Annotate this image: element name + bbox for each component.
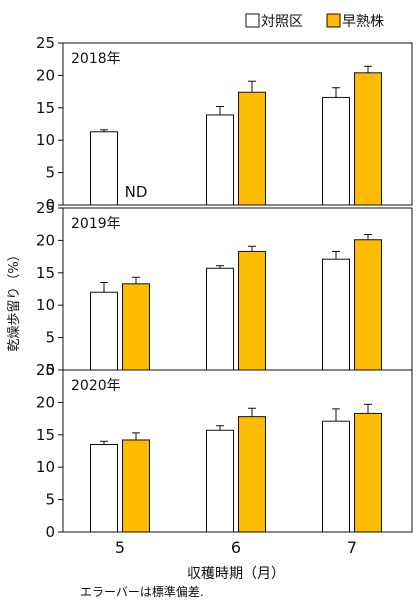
y-tick-label: 5	[45, 491, 55, 509]
legend-swatch	[326, 13, 341, 28]
panel: 0 5 10 15 20 25 2018年 ND	[36, 34, 413, 214]
bar	[122, 283, 150, 371]
bar	[354, 412, 382, 533]
panel: 0 5 10 15 20 25 2020年	[36, 361, 413, 541]
y-tick-label: 25	[36, 199, 55, 217]
y-tick-label: 15	[36, 99, 55, 117]
legend: 対照区 早熟株	[245, 13, 384, 30]
y-tick-label: 20	[36, 66, 55, 84]
y-tick-label: 10	[36, 296, 55, 314]
y-tick-label: 0	[45, 523, 55, 541]
bar	[322, 258, 350, 371]
y-tick-label: 25	[36, 361, 55, 379]
panels: 0 5 10 15 20 25 2018年 ND 0 5 10 15 20 25 2019年 0 5 10 15 20…	[36, 34, 413, 557]
nd-label: ND	[125, 183, 148, 201]
bar	[322, 96, 350, 206]
bar	[238, 91, 266, 206]
y-tick-label: 0	[45, 361, 55, 379]
bar	[238, 250, 266, 371]
panel: 0 5 10 15 20 25 2019年	[36, 199, 413, 379]
bar	[90, 131, 118, 206]
bar	[322, 420, 350, 533]
bar	[206, 429, 234, 533]
y-tick-label: 15	[36, 264, 55, 282]
x-tick-label: 6	[231, 538, 241, 557]
y-tick-label: 10	[36, 458, 55, 476]
panel-frame	[62, 369, 413, 533]
bar	[354, 239, 382, 371]
x-tick-label: 5	[115, 538, 125, 557]
y-tick-label: 10	[36, 131, 55, 149]
y-tick-label: 0	[45, 196, 55, 214]
panel-frame	[62, 42, 413, 206]
bar	[90, 291, 118, 371]
x-tick-label: 7	[347, 538, 357, 557]
y-tick-label: 5	[45, 329, 55, 347]
bar	[354, 72, 382, 206]
bar	[206, 267, 234, 371]
bar	[122, 439, 150, 533]
y-tick-label: 20	[36, 231, 55, 249]
y-tick-label: 25	[36, 34, 55, 52]
panel-title: 2020年	[71, 378, 121, 394]
bar	[90, 444, 118, 533]
x-axis-label: 収穫時期（月）	[187, 566, 285, 582]
panel-title: 2019年	[71, 216, 121, 232]
y-axis-label: 乾燥歩留り（%）	[7, 248, 22, 351]
panel-title: 2018年	[71, 51, 121, 67]
legend-label: 対照区	[261, 14, 303, 30]
bar	[206, 114, 234, 206]
bar	[238, 416, 266, 533]
legend-label: 早熟株	[342, 14, 384, 30]
note-text: エラーバーは標準偏差.	[80, 584, 204, 599]
y-tick-label: 5	[45, 164, 55, 182]
y-tick-label: 15	[36, 426, 55, 444]
legend-swatch	[245, 13, 260, 28]
y-tick-label: 20	[36, 393, 55, 411]
